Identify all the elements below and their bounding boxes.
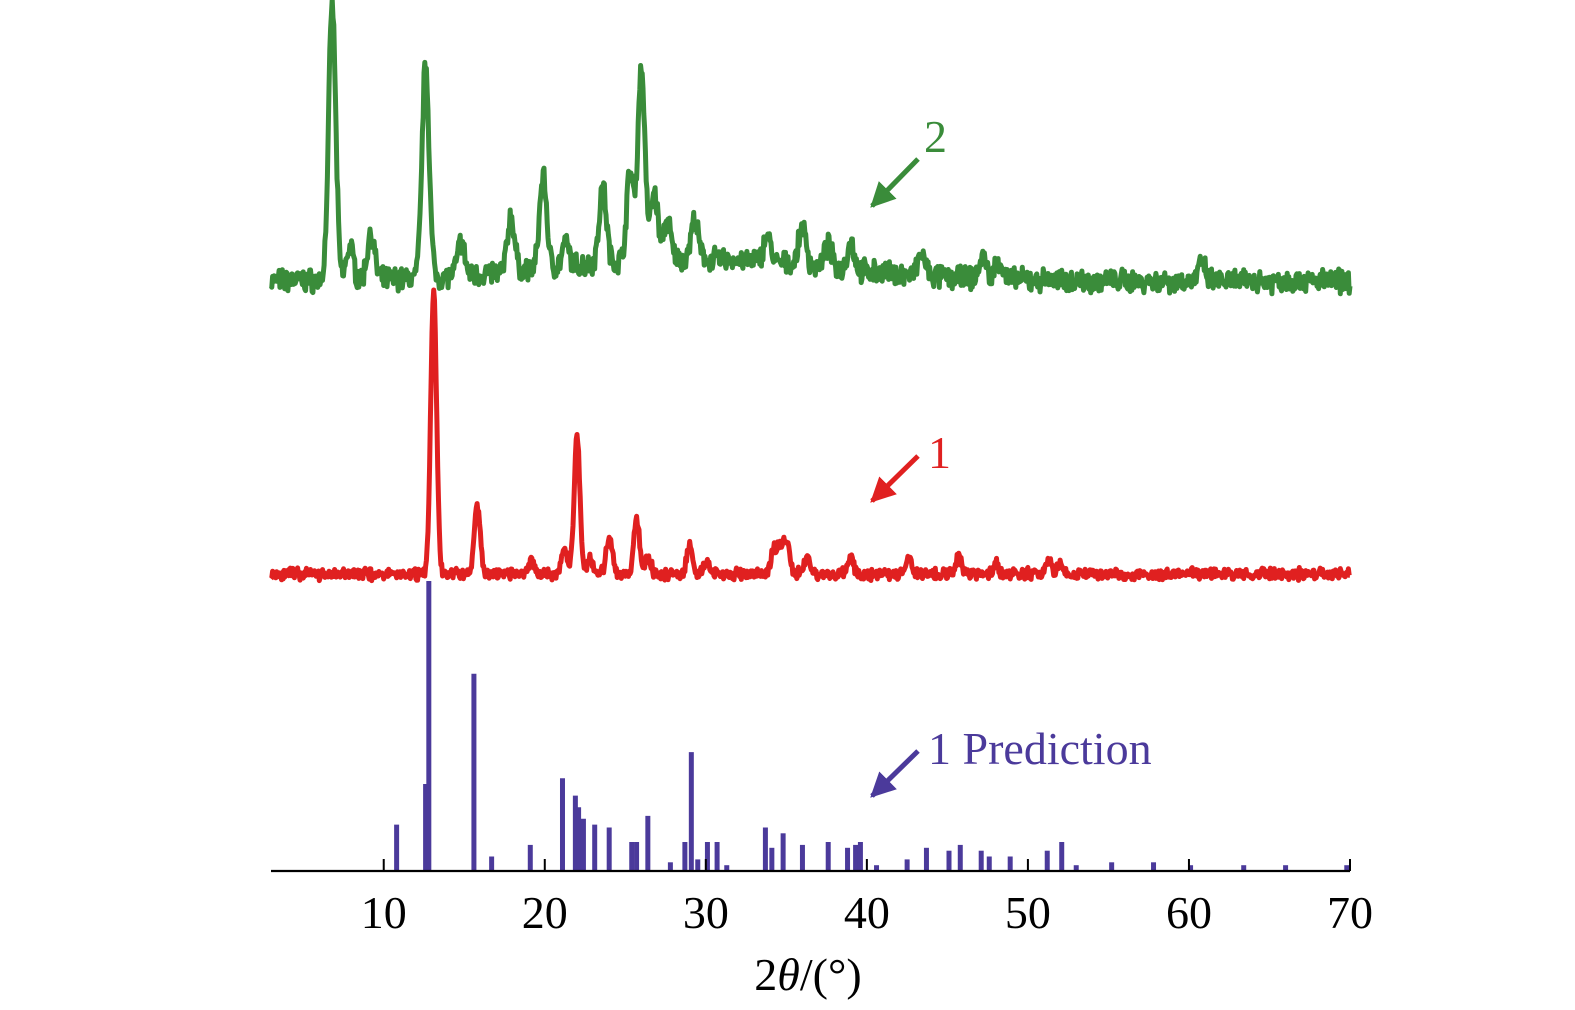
- x-tick-label: 70: [1327, 887, 1373, 938]
- series-2-trace: [268, 0, 1353, 297]
- series-1-arrow-icon: [870, 454, 920, 503]
- x-tick-label: 60: [1166, 887, 1212, 938]
- series-2-label: 2: [924, 111, 947, 162]
- series-line: [268, 0, 1353, 297]
- series-line: [269, 287, 1352, 584]
- x-tick-label: 10: [361, 887, 407, 938]
- x-tick-label: 40: [844, 887, 890, 938]
- series-1-label: 1: [928, 427, 951, 478]
- x-tick-label: 50: [1005, 887, 1051, 938]
- series-1-prediction-sticks: [394, 581, 1350, 871]
- series-1-prediction-label: 1 Prediction: [928, 723, 1152, 774]
- x-tick-label: 30: [683, 887, 729, 938]
- x-axis-ticks: 10 20 30 40 50 60 70: [361, 859, 1373, 938]
- x-axis-label: 2θ/(°): [754, 949, 861, 1000]
- series-1-trace: [269, 287, 1352, 584]
- series-2-arrow-icon: [870, 157, 920, 208]
- x-tick-label: 20: [522, 887, 568, 938]
- series-1-prediction-arrow-icon: [870, 749, 920, 798]
